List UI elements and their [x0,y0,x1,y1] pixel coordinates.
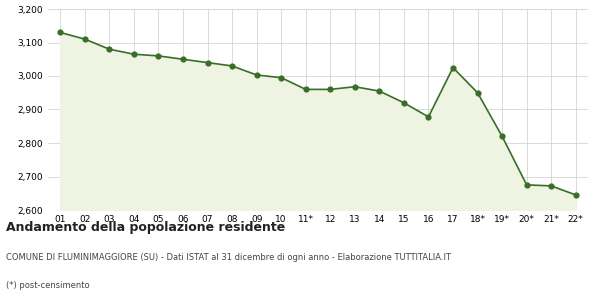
Point [154,53,163,58]
Point [374,89,384,94]
Point [571,193,581,197]
Point [448,65,458,70]
Point [473,90,482,95]
Point [104,47,114,52]
Point [55,30,65,35]
Point [178,57,188,62]
Point [301,87,311,92]
Point [277,75,286,80]
Point [227,64,237,68]
Point [203,60,212,65]
Point [80,37,89,41]
Point [129,52,139,57]
Point [547,184,556,188]
Point [350,84,359,89]
Text: (*) post-censimento: (*) post-censimento [6,280,89,290]
Point [252,73,262,77]
Text: Andamento della popolazione residente: Andamento della popolazione residente [6,220,285,233]
Point [522,182,532,187]
Point [325,87,335,92]
Text: COMUNE DI FLUMINIMAGGIORE (SU) - Dati ISTAT al 31 dicembre di ogni anno - Elabor: COMUNE DI FLUMINIMAGGIORE (SU) - Dati IS… [6,254,451,262]
Point [399,100,409,105]
Point [424,115,433,119]
Point [497,134,507,139]
